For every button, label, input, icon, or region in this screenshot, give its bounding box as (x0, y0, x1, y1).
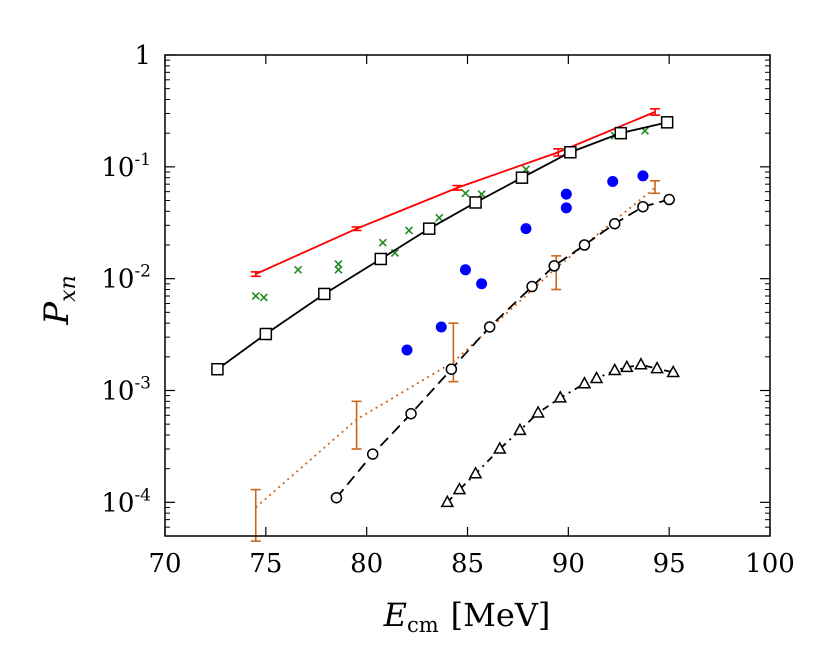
error-bar (351, 400, 362, 450)
data-point-triangle (553, 390, 568, 403)
data-point-dot (435, 321, 447, 333)
error-bar (250, 488, 261, 542)
data-point-cross (461, 189, 470, 198)
data-point-dot (401, 344, 413, 356)
data-point-triangle (666, 364, 680, 378)
data-point-circle (405, 407, 417, 420)
data-point-circle (445, 363, 458, 375)
x-tick-label: 80 (350, 549, 383, 579)
series-line (255, 187, 656, 509)
series-orange_dotted (250, 180, 661, 542)
data-point-square (614, 126, 628, 140)
data-point-triangle (620, 359, 634, 373)
y-tick-label: 10-2 (101, 262, 151, 295)
data-point-circle (663, 193, 675, 206)
y-axis-title-main: P (37, 301, 77, 326)
data-point-triangle (577, 376, 592, 389)
data-point-circle (330, 491, 343, 504)
data-point-circle (548, 260, 560, 272)
data-point-dot (560, 188, 572, 200)
data-point-cross (259, 293, 268, 302)
error-bar (351, 226, 362, 232)
data-point-square (318, 287, 331, 301)
series-line (446, 363, 674, 503)
x-tick-label: 70 (148, 549, 181, 579)
data-point-dot (560, 202, 572, 214)
error-bar (250, 271, 261, 278)
x-axis-title: Ecm [MeV] (383, 596, 551, 637)
x-axis-title-main: E (383, 596, 407, 634)
y-tick-label: 10-4 (101, 485, 151, 518)
data-point-cross (404, 226, 414, 235)
data-point-cross (334, 260, 343, 269)
axis-ticks: 70 75 80 85 90 95 100 1 10-1 10-2 10-3 10-4 (101, 41, 794, 579)
data-point-square (422, 222, 436, 235)
data-point-triangle (650, 361, 664, 374)
series-green_crosses (251, 126, 650, 302)
data-point-dot (520, 223, 532, 235)
y-axis-title: Pxn (37, 275, 81, 325)
series-blue_dots (401, 170, 649, 356)
data-point-triangle (468, 466, 483, 479)
data-point-dot (476, 278, 488, 290)
data-point-square (515, 171, 529, 184)
data-point-circle (366, 448, 379, 460)
data-point-square (469, 196, 482, 209)
data-point-circle (578, 239, 591, 251)
data-point-square (374, 252, 388, 266)
data-point-triangle (513, 422, 527, 436)
data-point-triangle (452, 482, 467, 495)
error-bar (650, 108, 661, 116)
x-axis-title-unit: [MeV] (451, 596, 551, 634)
plot-area (211, 108, 680, 542)
series-black_squares (211, 116, 674, 376)
data-point-square (564, 146, 577, 159)
series-black_circles (330, 193, 675, 504)
data-point-square (660, 116, 674, 129)
data-point-dot (607, 175, 619, 187)
data-point-triangle (531, 405, 545, 418)
data-point-circle (637, 200, 649, 213)
data-point-cross (435, 213, 444, 222)
x-tick-label: 85 (451, 549, 484, 579)
y-axis-title-sub: xn (56, 275, 81, 302)
x-tick-label: 90 (552, 549, 585, 579)
series-line (335, 198, 670, 499)
data-point-cross (294, 265, 303, 274)
data-point-square (259, 327, 273, 341)
series-line (216, 121, 668, 370)
error-bar (452, 184, 463, 191)
series-black_triangles (440, 357, 680, 508)
data-point-triangle (589, 370, 604, 384)
y-tick-label: 10-1 (101, 150, 151, 183)
x-tick-label: 75 (249, 549, 282, 579)
series-line (255, 111, 656, 275)
y-tick-label: 10-3 (101, 374, 151, 407)
data-point-dot (459, 264, 471, 276)
data-point-triangle (492, 441, 507, 454)
error-bar (650, 180, 661, 195)
data-point-square (211, 362, 224, 376)
x-tick-label: 100 (745, 549, 795, 579)
data-point-cross (251, 291, 260, 301)
series-red_line (250, 108, 661, 278)
y-tick-label: 1 (134, 41, 151, 71)
data-point-triangle (607, 362, 622, 376)
data-point-circle (608, 217, 621, 230)
data-point-cross (378, 238, 387, 247)
data-point-circle (483, 321, 496, 333)
x-axis-title-sub: cm (407, 613, 439, 637)
data-point-triangle (440, 494, 455, 508)
data-point-triangle (634, 357, 648, 370)
data-point-dot (637, 170, 649, 182)
data-point-circle (526, 280, 538, 293)
x-tick-label: 95 (653, 549, 686, 579)
